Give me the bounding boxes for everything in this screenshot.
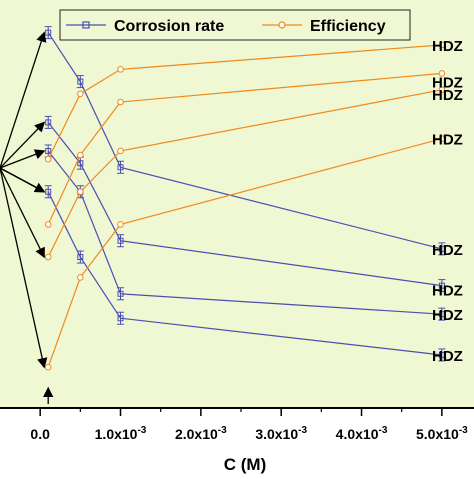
x-tick-label: 4.0x10-3	[336, 425, 388, 442]
data-point	[438, 282, 445, 289]
series-line-efficiency-4	[47, 44, 442, 160]
legend: Corrosion rate Efficiency	[59, 9, 411, 41]
pointer-arrow-6	[0, 167, 48, 369]
pointer-arrow-5	[0, 167, 45, 259]
data-point	[77, 274, 84, 281]
data-point	[438, 351, 445, 358]
data-point	[77, 151, 84, 159]
right-label-6: HDZ	[432, 307, 463, 324]
data-point	[77, 160, 84, 167]
pointer-arrow-4	[0, 167, 46, 193]
data-point	[44, 253, 52, 261]
x-tick-label: 0.0	[30, 426, 50, 442]
series-efficiency-7	[44, 135, 446, 371]
data-point	[117, 221, 124, 228]
data-point	[438, 135, 446, 143]
data-point	[438, 70, 446, 77]
data-point	[117, 98, 124, 106]
pointer-arrow-2	[0, 149, 46, 169]
series-line-corrosion-1	[47, 122, 442, 287]
data-point	[77, 90, 84, 98]
plot-background	[0, 0, 474, 408]
series-corrosion-1	[44, 115, 446, 293]
legend-corrosion-marker	[82, 21, 90, 29]
series-efficiency-4	[44, 41, 446, 163]
x-tick-label: 3.0x10-3	[255, 425, 307, 442]
right-label-7: HDZ	[432, 348, 463, 365]
x-tick-layer: 0.0 1.0x10-3 2.0x10-3 3.0x10-3 4.0x10-3 5.0x1…	[30, 408, 468, 442]
legend-box	[59, 9, 411, 41]
series-corrosion-0	[44, 26, 446, 256]
series-line-efficiency-7	[47, 138, 443, 368]
series-layer	[44, 26, 446, 371]
x-axis-label: C (M)	[224, 455, 266, 474]
data-point	[117, 237, 124, 244]
right-label-0: HDZ	[432, 38, 463, 55]
series-line-corrosion-2	[47, 150, 442, 315]
data-point	[438, 311, 445, 318]
right-label-1: HDZ	[432, 75, 463, 92]
series-line-efficiency-6	[47, 89, 443, 258]
data-point	[45, 188, 52, 195]
legend-efficiency-label: Efficiency	[310, 18, 386, 35]
data-point	[117, 66, 124, 73]
data-point	[77, 254, 84, 261]
x-tick-label: 1.0x10-3	[95, 425, 147, 442]
data-point	[438, 41, 446, 49]
x-tick-label: 5.0x10-3	[416, 425, 468, 442]
series-efficiency-5	[44, 70, 446, 228]
data-point	[117, 315, 124, 322]
data-point	[117, 147, 124, 155]
data-point	[44, 363, 52, 371]
series-efficiency-6	[44, 86, 446, 261]
data-point	[438, 245, 445, 252]
data-point	[44, 221, 52, 228]
pointer-arrow-1	[0, 121, 46, 169]
data-point	[77, 188, 84, 196]
legend-corrosion-label: Corrosion rate	[114, 18, 224, 35]
data-point	[117, 290, 124, 297]
right-label-3: HDZ	[432, 132, 463, 149]
data-point	[77, 78, 84, 85]
data-point	[438, 86, 446, 94]
data-point	[45, 147, 52, 154]
series-corrosion-2	[44, 144, 446, 321]
data-point	[44, 155, 52, 163]
pointer-arrow-0	[0, 31, 47, 169]
series-line-corrosion-0	[47, 32, 443, 250]
x-tick-label: 2.0x10-3	[175, 425, 227, 442]
data-point	[45, 119, 52, 126]
series-line-efficiency-5	[47, 72, 442, 225]
arrow-layer	[0, 31, 54, 404]
right-label-4: HDZ	[432, 242, 463, 259]
legend-efficiency-marker	[278, 21, 286, 29]
right-label-5: HDZ	[432, 283, 463, 300]
data-point	[117, 164, 124, 171]
right-label-2: HDZ	[432, 87, 463, 104]
